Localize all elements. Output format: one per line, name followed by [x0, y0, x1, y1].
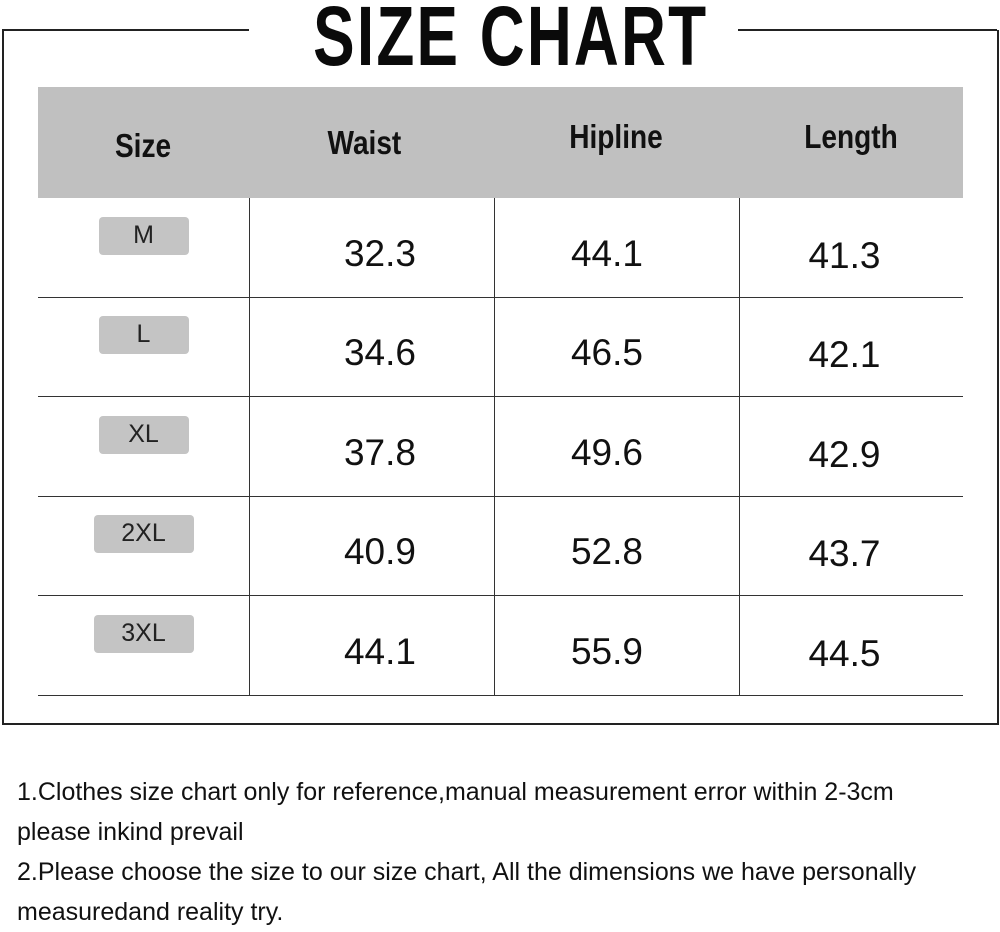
waist-cell: 40.9 [343, 530, 416, 572]
size-badge: 2XL [93, 514, 194, 553]
header-waist: Waist [249, 87, 494, 198]
note-line: 1.Clothes size chart only for reference,… [17, 778, 894, 806]
frame-top-line-left [2, 29, 249, 31]
size-cell: 3XL [38, 596, 249, 695]
length-cell: 42.9 [808, 433, 881, 475]
size-badge: L [98, 315, 189, 354]
length-cell: 42.1 [808, 333, 881, 375]
row-divider [38, 595, 963, 596]
table-header: Size Waist Hipline Length [38, 87, 963, 198]
row-divider [38, 695, 963, 696]
hipline-cell: 52.8 [570, 530, 643, 572]
header-length: Length [739, 87, 963, 198]
hipline-cell: 49.6 [570, 431, 643, 473]
size-cell: L [38, 297, 249, 396]
page-title: SIZE CHART [313, 0, 709, 83]
note-line: measuredand reality try. [17, 898, 284, 926]
row-divider [38, 297, 963, 298]
size-cell: 2XL [38, 496, 249, 595]
header-length-label: Length [804, 117, 898, 155]
waist-cell: 32.3 [343, 232, 416, 274]
length-cell: 44.5 [808, 632, 881, 674]
size-badge: M [98, 216, 189, 255]
note-line: 2.Please choose the size to our size cha… [17, 858, 917, 886]
waist-cell: 44.1 [343, 630, 416, 672]
length-cell: 43.7 [808, 532, 881, 574]
header-size: Size [38, 87, 249, 198]
size-badge: XL [98, 415, 189, 454]
hipline-cell: 55.9 [570, 630, 643, 672]
hipline-cell: 46.5 [570, 331, 643, 373]
column-divider [494, 198, 495, 695]
frame-top-line-right [738, 29, 997, 31]
hipline-cell: 44.1 [570, 232, 643, 274]
size-badge: 3XL [93, 614, 194, 653]
column-divider [249, 198, 250, 695]
header-waist-label: Waist [327, 123, 402, 161]
row-divider [38, 396, 963, 397]
size-cell: M [38, 198, 249, 297]
header-hipline: Hipline [494, 87, 739, 198]
header-size-label: Size [115, 126, 172, 164]
length-cell: 41.3 [808, 234, 881, 276]
header-hipline-label: Hipline [569, 117, 664, 155]
row-divider [38, 496, 963, 497]
notes: 1.Clothes size chart only for reference,… [17, 772, 916, 932]
column-divider [739, 198, 740, 695]
size-cell: XL [38, 397, 249, 496]
chart-frame [2, 30, 999, 725]
waist-cell: 34.6 [343, 331, 416, 373]
note-line: please inkind prevail [17, 818, 244, 846]
waist-cell: 37.8 [343, 431, 416, 473]
